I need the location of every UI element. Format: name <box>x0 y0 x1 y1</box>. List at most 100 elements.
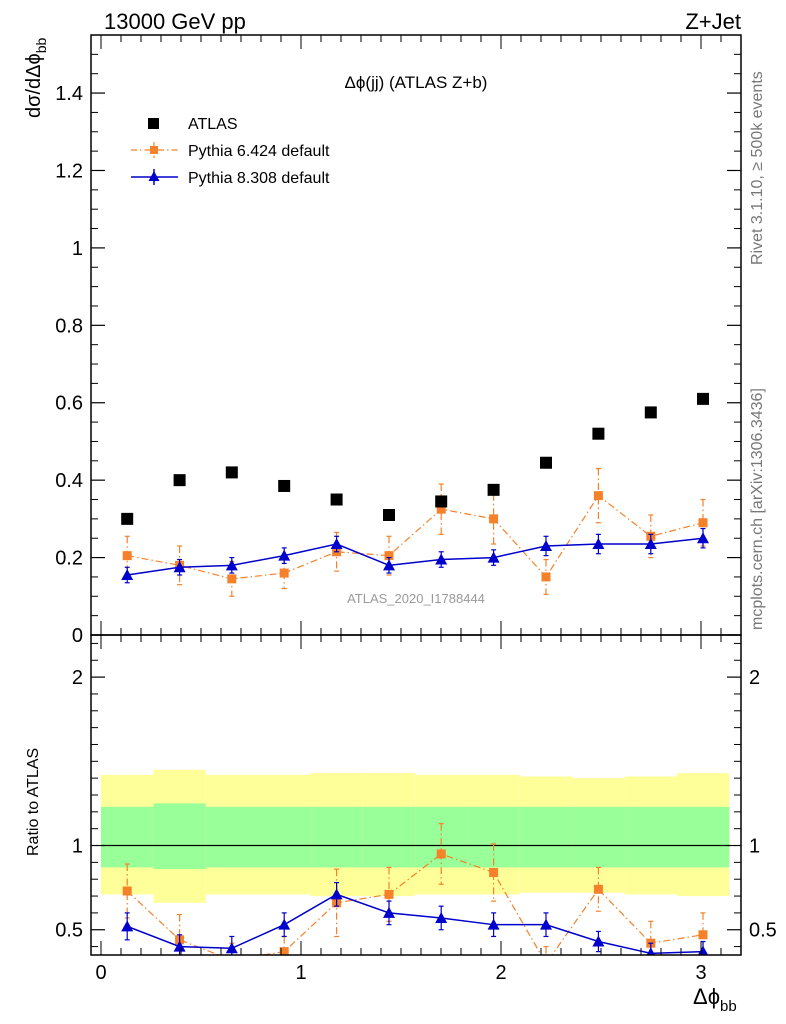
legend-label-pythia8: Pythia 8.308 default <box>188 170 330 187</box>
pythia8-point <box>278 549 291 561</box>
ratio-band-inner <box>572 806 625 868</box>
ratio-band-inner <box>153 803 206 870</box>
ratio-band-inner <box>101 806 154 868</box>
x-axis-label-sub: bb <box>720 998 737 1015</box>
pythia8-point <box>121 569 134 580</box>
main-chart-title: Δϕ(jj) (ATLAS Z+b) <box>345 73 488 92</box>
legend-marker-pythia8 <box>148 171 160 181</box>
pythia6-point <box>227 574 237 584</box>
ratio-pythia6-line <box>126 853 704 955</box>
ratio-pythia6-point <box>698 930 708 940</box>
legend-label-pythia6: Pythia 6.424 default <box>188 143 330 160</box>
pythia6-point <box>279 568 289 578</box>
atlas-data-point <box>121 512 134 525</box>
main-y-tick-label: 0 <box>72 625 83 647</box>
pythia6-point <box>384 551 394 561</box>
ratio-pythia8-point <box>435 911 448 923</box>
pythia8-line <box>127 537 704 576</box>
atlas-data-point <box>540 456 552 469</box>
ratio-pythia6-point <box>593 884 603 894</box>
ratio-pythia6-point <box>384 889 394 899</box>
pythia8-point <box>173 561 186 573</box>
ratio-pythia8-point <box>697 945 709 955</box>
ratio-band-inner <box>519 806 573 868</box>
ratio-pythia8-point <box>121 920 134 932</box>
legend-marker-atlas <box>148 118 159 129</box>
mcplots-source-label: mcplots.cern.ch [arXiv:1306.3436] <box>749 388 766 630</box>
pythia6-line <box>127 494 704 580</box>
ratio-pythia8-point <box>383 906 395 918</box>
atlas-data-point <box>644 406 657 419</box>
main-y-tick-label: 1.2 <box>55 160 83 182</box>
ratio-band-inner <box>310 806 363 868</box>
main-y-tick-label: 0.4 <box>55 470 83 492</box>
axes-group: 0 0.2 0.4 0.6 0.8 1 1.2 1.4 0 1 2 3 0.5 0.5 1 1 2 2 <box>55 35 777 984</box>
ratio-pythia8-point <box>540 918 552 930</box>
pythia6-point <box>489 514 499 524</box>
atlas-data-point <box>225 466 238 479</box>
x-tick-label: 0 <box>95 962 106 984</box>
ratio-pythia6-point <box>122 886 132 896</box>
pythia6-point <box>541 572 551 582</box>
legend-label-atlas: ATLAS <box>188 116 238 133</box>
x-tick-label: 1 <box>295 962 306 984</box>
atlas-data-point <box>592 427 605 440</box>
ratio-pythia8-point <box>173 940 186 952</box>
x-tick-label: 2 <box>495 962 506 984</box>
pythia6-point <box>122 551 132 561</box>
ratio-pythia6-point <box>279 947 289 955</box>
main-y-axis-label: dσ/dΔϕbb <box>23 37 49 118</box>
main-y-tick-label: 0.2 <box>55 548 83 570</box>
pythia8-point <box>592 538 605 550</box>
pythia8-point <box>487 551 500 563</box>
ratio-pythia8-point <box>487 918 500 930</box>
atlas-data-point <box>697 392 709 405</box>
main-plot-area <box>121 392 709 597</box>
ratio-band-inner <box>467 806 520 868</box>
main-y-axis-label-main: dσ/dΔϕ <box>23 53 45 118</box>
ratio-y-tick-label-right: 1 <box>749 836 760 858</box>
x-tick-label: 3 <box>695 962 706 984</box>
ratio-pythia6-point <box>227 956 236 965</box>
pythia8-point <box>540 539 552 551</box>
ratio-plot-area <box>121 823 709 965</box>
main-y-axis-label-sub: bb <box>33 37 49 53</box>
ratio-y-tick-label-right: 0.5 <box>749 920 777 942</box>
atlas-data-point <box>383 509 395 521</box>
ratio-y-tick-label: 0.5 <box>55 920 83 942</box>
pythia6-point <box>436 504 446 514</box>
pythia6-point <box>698 518 708 528</box>
pythia8-point <box>435 553 448 565</box>
pythia8-point <box>330 538 343 550</box>
ratio-band-inner <box>624 806 677 868</box>
header-right-label: Z+Jet <box>685 9 741 34</box>
main-y-tick-label: 1 <box>72 238 83 260</box>
pythia8-point <box>383 559 395 571</box>
ratio-pythia6-point <box>436 849 446 859</box>
x-axis-label: Δϕbb <box>693 984 737 1015</box>
legend-marker-pythia6 <box>150 146 158 154</box>
analysis-watermark: ATLAS_2020_I1788444 <box>347 591 485 606</box>
ratio-pythia8-line <box>126 893 704 955</box>
ratio-band-inner <box>677 806 730 868</box>
ratio-pythia6-point <box>489 867 499 877</box>
ratio-bands <box>101 769 730 903</box>
atlas-data-point <box>435 495 448 508</box>
pythia8-point <box>697 532 709 544</box>
ratio-y-tick-label: 1 <box>72 836 83 858</box>
pythia8-point <box>644 538 657 550</box>
ratio-pythia8-point <box>225 942 238 954</box>
main-y-tick-label: 0.6 <box>55 393 83 415</box>
atlas-data-point <box>173 474 186 487</box>
header-left-label: 13000 GeV pp <box>104 9 246 34</box>
atlas-data-point <box>278 479 291 492</box>
ratio-band-inner <box>258 806 311 868</box>
atlas-data-point <box>330 493 343 506</box>
ratio-pythia8-point <box>330 888 343 900</box>
rivet-version-label: Rivet 3.1.10, ≥ 500k events <box>749 71 766 265</box>
ratio-pythia8-point <box>592 935 605 947</box>
ratio-y-tick-label-right: 2 <box>749 667 760 689</box>
ratio-band-inner <box>205 806 258 868</box>
main-y-tick-label: 1.4 <box>55 83 83 105</box>
